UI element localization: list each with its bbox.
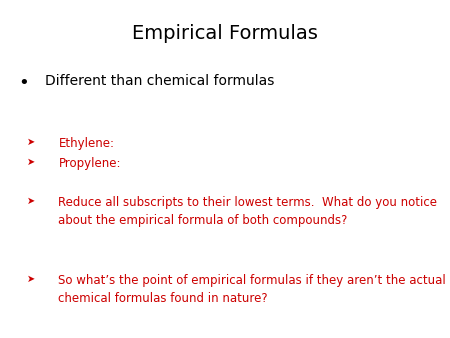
Text: •: •: [18, 74, 29, 92]
Text: Ethylene:: Ethylene:: [58, 137, 114, 150]
Text: ➤: ➤: [27, 137, 35, 147]
Text: Reduce all subscripts to their lowest terms.  What do you notice
about the empir: Reduce all subscripts to their lowest te…: [58, 196, 437, 227]
Text: So what’s the point of empirical formulas if they aren’t the actual
chemical for: So what’s the point of empirical formula…: [58, 274, 446, 305]
Text: Different than chemical formulas: Different than chemical formulas: [45, 74, 274, 88]
Text: ➤: ➤: [27, 274, 35, 284]
Text: Propylene:: Propylene:: [58, 157, 121, 170]
Text: ➤: ➤: [27, 196, 35, 206]
Text: ➤: ➤: [27, 157, 35, 167]
Text: Empirical Formulas: Empirical Formulas: [132, 24, 318, 43]
